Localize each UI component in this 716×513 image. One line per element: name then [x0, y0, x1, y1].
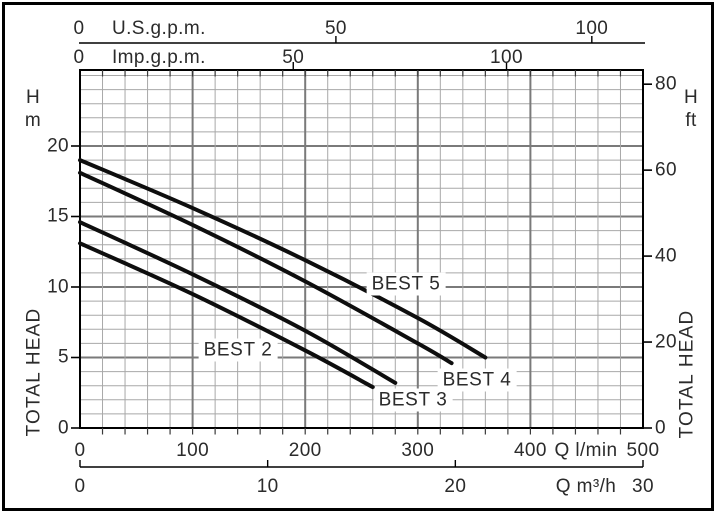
left-axis-unit-h: H — [25, 87, 41, 108]
us-gpm-axis-label: U.S.g.p.m. — [112, 18, 206, 39]
pump-curve-best-4 — [78, 170, 454, 366]
right-axis-unit-ft: ft — [685, 110, 697, 131]
curve-label-best-3: BEST 3 — [373, 388, 453, 412]
plot-border — [79, 69, 644, 429]
imp-gpm-tick-label: 0 — [73, 47, 85, 68]
right-axis-tick-label: 80 — [655, 73, 677, 95]
q-lmin-tick-label: 100 — [176, 440, 210, 461]
left-axis-tick-label: 0 — [58, 417, 69, 439]
right-axis-tick-label: 0 — [655, 417, 666, 439]
q-lmin-tick-label: 0 — [74, 440, 86, 461]
curve-label-best-5: BEST 5 — [366, 272, 446, 296]
left-axis-tick-label: 5 — [58, 346, 69, 368]
q-lmin-tick-label: 400 — [513, 440, 547, 461]
q-m3h-axis-label: Q m³/h — [555, 476, 617, 497]
curve-label-best-2: BEST 2 — [198, 338, 278, 362]
right-axis-tick-label: 40 — [655, 245, 677, 267]
us-gpm-tick-label: 0 — [73, 18, 85, 39]
q-lmin-tick-label: 200 — [288, 440, 322, 461]
left-axis-tick-label: 20 — [47, 135, 69, 157]
right-axis-tick-label: 60 — [655, 159, 677, 181]
us-gpm-tick-label: 50 — [324, 18, 347, 39]
left-axis-unit-m: m — [24, 110, 42, 131]
pump-curve-best-2 — [78, 241, 375, 390]
right-axis-tick-label: 20 — [655, 331, 677, 353]
right-axis-title-total-head: TOTAL HEAD — [676, 309, 698, 439]
q-lmin-tick-label: 500 — [626, 440, 660, 461]
q-m3h-tick-label: 10 — [256, 476, 279, 497]
imp-gpm-axis-label: Imp.g.p.m. — [112, 47, 206, 68]
right-axis-unit-h: H — [683, 87, 699, 108]
imp-gpm-tick-label: 100 — [490, 47, 523, 68]
pump-curve-best-3 — [78, 220, 398, 385]
q-m3h-tick-label: 30 — [632, 476, 654, 497]
curve-label-best-4: BEST 4 — [437, 368, 517, 392]
q-m3h-tick-label: 0 — [74, 476, 86, 497]
us-gpm-tick-label: 100 — [575, 18, 609, 39]
q-lmin-axis-label: Q l/min — [554, 440, 618, 461]
left-axis-tick-label: 10 — [47, 276, 69, 298]
imp-gpm-tick-label: 50 — [282, 47, 305, 68]
left-axis-title-total-head: TOTAL HEAD — [23, 307, 45, 437]
q-m3h-tick-label: 20 — [444, 476, 467, 497]
q-lmin-tick-label: 300 — [401, 440, 435, 461]
left-axis-tick-label: 15 — [47, 205, 69, 227]
pump-curve-best-5 — [78, 158, 488, 360]
